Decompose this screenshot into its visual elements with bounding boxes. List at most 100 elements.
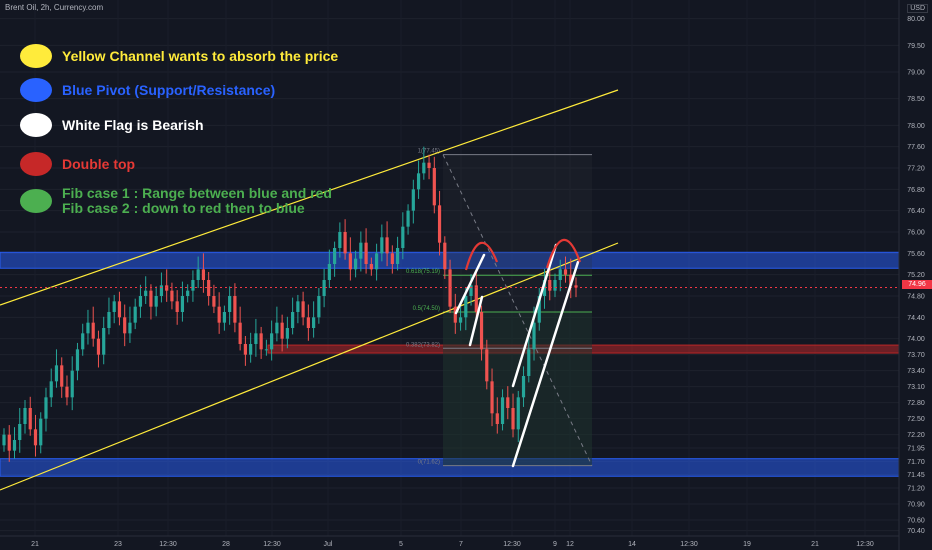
- price-tick-label: 74.80: [907, 294, 925, 301]
- candle-body: [390, 253, 394, 264]
- time-tick-label: 14: [628, 541, 636, 548]
- price-tick-label: 74.00: [907, 336, 925, 343]
- candle-body: [532, 322, 536, 350]
- candle-body: [170, 290, 174, 302]
- candle-body: [495, 413, 499, 424]
- time-tick-label: 12:30: [680, 541, 698, 548]
- double-top-arc-2: [545, 238, 582, 269]
- candle-body: [380, 237, 384, 254]
- legend-item: White Flag is Bearish: [20, 113, 204, 137]
- candle-body: [537, 296, 541, 323]
- candle-body: [270, 333, 274, 350]
- time-tick-label: 12: [566, 541, 574, 548]
- price-tick-label: 75.60: [907, 251, 925, 258]
- candle-body: [385, 237, 389, 254]
- price-tick-label: 73.10: [907, 384, 925, 391]
- price-tick-label: 76.80: [907, 187, 925, 194]
- candle-body: [327, 264, 331, 280]
- candle-body: [75, 349, 80, 371]
- candle-body: [39, 418, 43, 446]
- legend-dot-icon: [20, 152, 52, 176]
- legend-dot-icon: [20, 189, 52, 213]
- candle-body: [542, 280, 547, 296]
- price-tick-label: 70.40: [907, 528, 925, 535]
- candle-body: [44, 397, 48, 419]
- candle-body: [427, 162, 431, 168]
- price-tick-label: 78.50: [907, 96, 925, 103]
- price-tick-label: 73.40: [907, 368, 925, 375]
- price-tick-label: 76.00: [907, 230, 925, 237]
- candle-body: [123, 317, 127, 334]
- candle-body: [411, 189, 415, 211]
- candle-body: [165, 285, 169, 291]
- legend-text: Yellow Channel wants to absorb the price: [62, 47, 339, 64]
- price-tick-label: 70.90: [907, 502, 925, 509]
- price-tick-label: 72.80: [907, 400, 925, 407]
- candle-body: [306, 317, 310, 328]
- white-flags: [454, 243, 580, 468]
- candle-body: [437, 205, 442, 243]
- candle-body: [12, 440, 17, 451]
- price-tick-label: 79.50: [907, 43, 925, 50]
- time-tick-label: 12:30: [503, 541, 521, 548]
- candle-body: [364, 242, 368, 264]
- candle-body: [285, 328, 289, 339]
- candle-body: [175, 301, 179, 312]
- time-tick-label: 21: [31, 541, 39, 548]
- price-tick-label: 72.20: [907, 432, 925, 439]
- time-scale[interactable]: 21 23 12:30 28 12:30 Jul 5 7 9 12:30 12 14 12:30 19 21…: [31, 541, 874, 548]
- candle-body: [301, 301, 305, 318]
- candle-body: [107, 312, 111, 328]
- candle-body: [275, 322, 279, 334]
- candle-body: [563, 269, 568, 275]
- channel-lower-line: [0, 242, 619, 491]
- candle-body: [443, 242, 447, 270]
- candle-body: [353, 258, 358, 270]
- legend-dot-icon: [20, 44, 52, 68]
- fib-lower-box: [443, 312, 592, 466]
- candle-body: [395, 248, 400, 264]
- currency-label[interactable]: USD: [907, 4, 928, 13]
- candle-body: [359, 242, 363, 259]
- candle-body: [458, 317, 463, 323]
- candle-body: [254, 333, 258, 344]
- legend-dot-icon: [20, 113, 52, 137]
- fib-level-label: 0(71.62): [418, 460, 440, 466]
- candle-body: [416, 173, 421, 190]
- candle-body: [506, 397, 510, 408]
- candle-body: [527, 349, 531, 376]
- time-tick-label: 12:30: [263, 541, 281, 548]
- price-tick-label: 76.40: [907, 208, 925, 215]
- price-scale[interactable]: 80.00 79.50 79.00 78.50 78.00 77.60 77.20 76.80…: [907, 16, 925, 535]
- candle-body: [70, 370, 74, 398]
- candle-body: [317, 296, 321, 318]
- candle-body: [18, 424, 22, 440]
- time-tick-label: 12:30: [159, 541, 177, 548]
- candle-body: [212, 296, 216, 307]
- candle-body: [144, 290, 148, 296]
- legend-text: Double top: [62, 155, 136, 172]
- legend-text: Blue Pivot (Support/Resistance): [62, 81, 276, 98]
- flag-line: [511, 260, 580, 468]
- price-tick-label: 71.20: [907, 486, 925, 493]
- time-tick-label: 9: [553, 541, 557, 548]
- candle-body: [186, 290, 190, 296]
- candle-body: [65, 386, 69, 398]
- candle-body: [117, 301, 122, 318]
- candle-body: [296, 301, 300, 312]
- candle-body: [138, 296, 143, 307]
- channel-upper-line: [0, 89, 619, 306]
- candle-body: [243, 344, 247, 355]
- fib-level-label: 0.5(74.50): [413, 306, 440, 312]
- time-tick-label: Jul: [324, 541, 333, 548]
- fib-trend-line: [442, 154, 593, 466]
- candle-body: [464, 296, 468, 318]
- time-tick-label: 19: [743, 541, 751, 548]
- candle-body: [548, 280, 552, 291]
- candle-body: [511, 408, 515, 430]
- candle-body: [217, 306, 221, 323]
- candle-body: [348, 253, 352, 270]
- current-price-tag: 74.96: [902, 280, 932, 289]
- candle-body: [474, 285, 478, 312]
